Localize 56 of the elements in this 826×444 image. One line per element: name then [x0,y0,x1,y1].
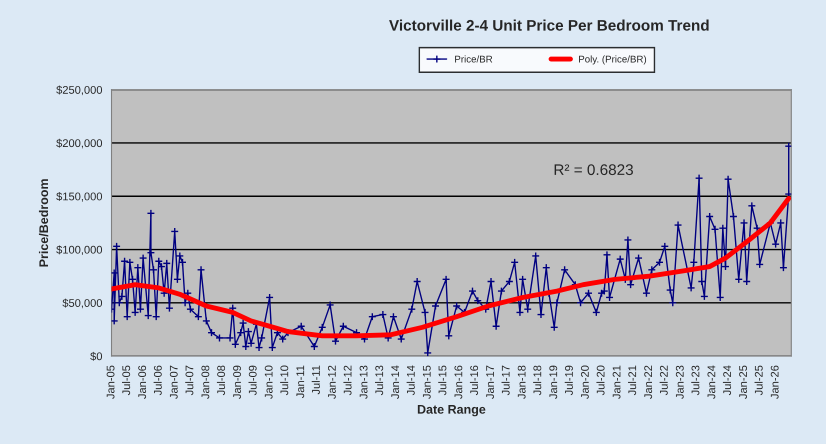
x-tick-label: Jul-25 [754,366,763,396]
y-tick-label: $100,000 [56,245,102,255]
x-tick-label: Jan-18 [518,366,526,399]
y-tick-label: $50,000 [62,298,102,308]
x-tick-label: Jul-11 [312,366,320,394]
legend-label: Poly. (Price/BR) [579,55,646,64]
x-tick-label: Jan-05 [106,366,114,399]
line-series [112,196,792,338]
x-tick-label: Jan-24 [707,365,716,399]
x-axis-title: Date Range [418,405,486,416]
x-tick-label: Jul-17 [502,366,510,396]
x-tick-label: Jan-10 [264,366,273,399]
x-tick-label: Jan-19 [549,366,558,399]
y-tick-label: $150,000 [56,192,102,202]
x-tick-label: Jul-15 [438,366,446,396]
x-tick-label: Jan-09 [233,366,241,399]
x-tick-label: Jul-12 [343,366,352,396]
x-tick-label: Jan-13 [360,366,368,399]
y-tick-label: $0 [90,352,102,361]
x-tick-label: Jan-21 [612,366,621,399]
x-tick-label: Jul-23 [691,366,700,396]
x-tick-label: Jul-10 [280,366,288,396]
x-tick-label: Jul-09 [248,366,257,396]
x-tick-label: Jul-08 [216,366,226,396]
x-tick-label: Jan-23 [676,366,684,399]
y-axis-title: Price/Bedroom [38,179,48,267]
x-tick-label: Jan-25 [739,366,748,399]
x-tick-label: Jan-16 [454,366,462,399]
x-tick-label: Jan-08 [201,366,210,399]
x-tick-label: Jul-19 [564,366,573,396]
x-tick-label: Jan-12 [328,366,336,399]
x-tick-label: Jan-20 [580,366,589,399]
x-tick-label: Jan-22 [644,366,652,399]
x-tick-label: Jul-06 [154,366,162,396]
x-tick-label: Jul-18 [533,366,542,396]
x-tick-label: Jan-11 [296,366,304,398]
x-tick-label: Jul-20 [596,366,605,396]
x-tick-label: Jul-14 [406,365,415,396]
y-tick-label: $250,000 [56,85,102,96]
x-tick-label: Jul-13 [375,366,384,396]
y-tick-label: $200,000 [56,138,102,148]
x-tick-label: Jan-06 [138,366,146,399]
x-tick-label: Jan-14 [391,365,400,399]
x-tick-label: Jan-17 [486,366,494,399]
legend-label: Price/BR [455,55,492,63]
x-tick-label: Jul-21 [628,366,636,396]
x-tick-label: Jan-15 [422,366,431,399]
x-tick-label: Jul-22 [660,366,668,396]
x-tick-label: Jan-07 [170,366,178,399]
annotation: R² = 0.6823 [554,164,633,176]
x-tick-label: Jul-24 [722,365,732,396]
x-tick-label: Jan-26 [770,366,779,399]
x-tick-label: Jul-05 [122,366,130,396]
x-tick-label: Jul-07 [185,366,194,396]
chart-title: Victorville 2-4 Unit Price Per Bedroom Trend [389,20,709,31]
x-tick-label: Jul-16 [470,366,478,396]
